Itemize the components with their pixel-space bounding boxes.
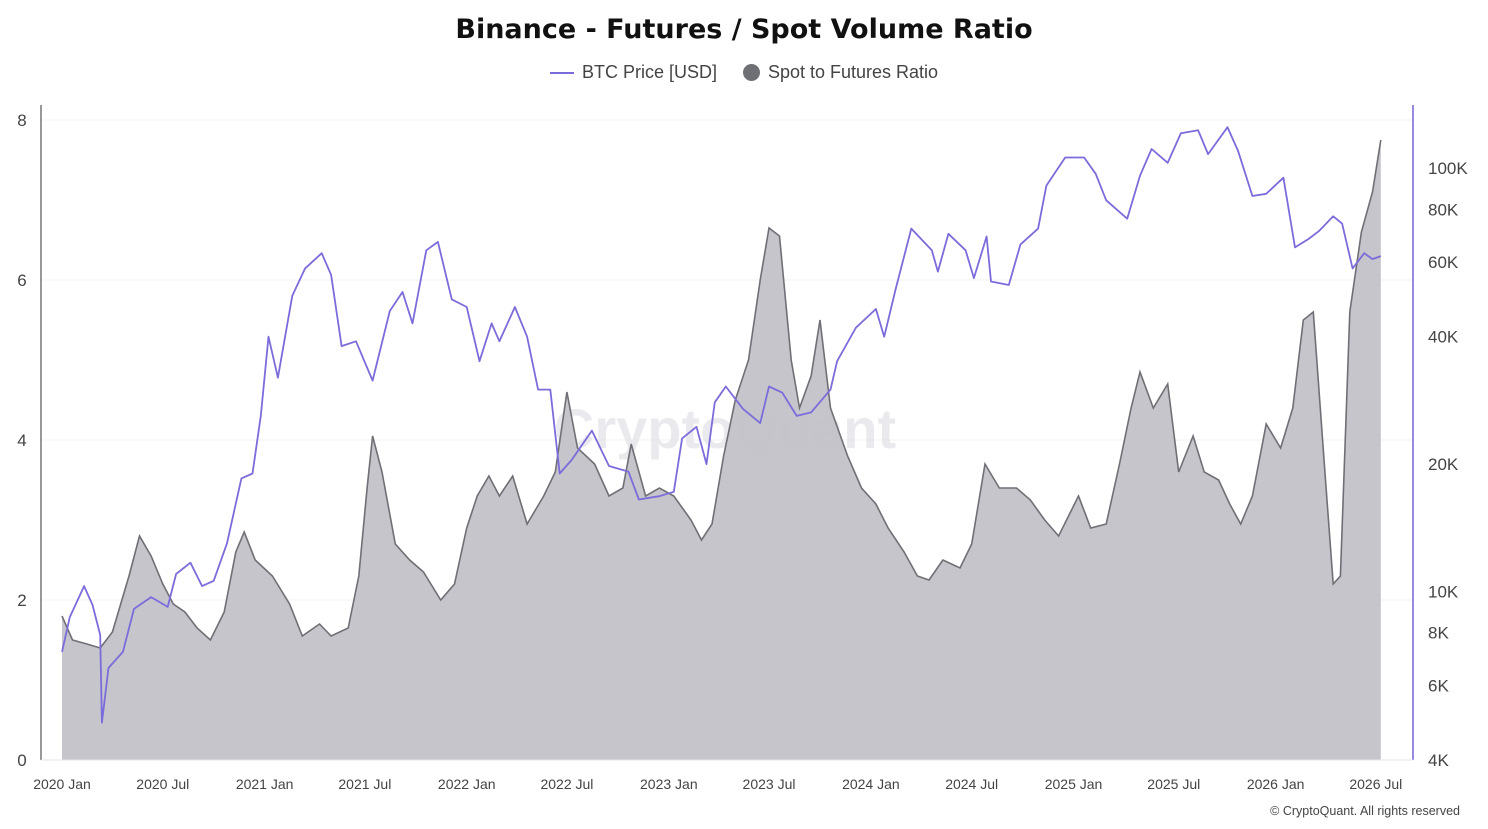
x-tick-label: 2024 Jan	[842, 776, 900, 792]
legend-line-swatch	[549, 71, 574, 74]
x-tick-label: 2025 Jul	[1147, 776, 1200, 792]
legend-item-price[interactable]: BTC Price [USD]	[549, 62, 717, 83]
y-left-tick-label: 2	[17, 591, 26, 610]
x-tick-label: 2026 Jan	[1247, 776, 1305, 792]
y-right-tick-label: 40K	[1428, 328, 1459, 347]
y-right-tick-label: 10K	[1428, 583, 1459, 602]
y-right-tick-label: 6K	[1428, 676, 1449, 695]
x-tick-label: 2020 Jan	[33, 776, 91, 792]
y-left-tick-label: 8	[17, 111, 26, 130]
y-right-tick-label: 100K	[1428, 159, 1468, 178]
x-tick-label: 2022 Jan	[438, 776, 496, 792]
x-tick-label: 2023 Jul	[743, 776, 796, 792]
x-tick-label: 2022 Jul	[540, 776, 593, 792]
legend-item-ratio[interactable]: Spot to Futures Ratio	[742, 62, 939, 83]
y-right-tick-label: 4K	[1428, 751, 1449, 770]
legend: BTC Price [USD] Spot to Futures Ratio	[0, 62, 1488, 83]
y-left-tick-label: 4	[17, 431, 26, 450]
y-right-tick-label: 60K	[1428, 253, 1459, 272]
credit-text: © CryptoQuant. All rights reserved	[1270, 804, 1460, 818]
y-left-tick-label: 6	[17, 271, 26, 290]
x-tick-label: 2026 Jul	[1349, 776, 1402, 792]
x-tick-label: 2021 Jan	[236, 776, 294, 792]
x-tick-label: 2023 Jan	[640, 776, 698, 792]
x-tick-label: 2024 Jul	[945, 776, 998, 792]
legend-dot-swatch	[742, 64, 760, 81]
ratio-line	[61, 139, 1382, 649]
y-right-tick-label: 20K	[1428, 455, 1459, 474]
x-tick-label: 2025 Jan	[1045, 776, 1103, 792]
ratio-area	[62, 140, 1381, 760]
y-left-tick-label: 0	[17, 751, 26, 770]
legend-label-ratio: Spot to Futures Ratio	[767, 62, 939, 82]
chart-title: Binance - Futures / Spot Volume Ratio	[455, 14, 1033, 45]
y-right-tick-label: 80K	[1428, 200, 1459, 219]
legend-label-price: BTC Price [USD]	[581, 62, 717, 82]
price-line	[61, 126, 1382, 724]
x-tick-label: 2020 Jul	[136, 776, 189, 792]
y-right-tick-label: 8K	[1428, 624, 1449, 643]
x-tick-label: 2021 Jul	[338, 776, 391, 792]
